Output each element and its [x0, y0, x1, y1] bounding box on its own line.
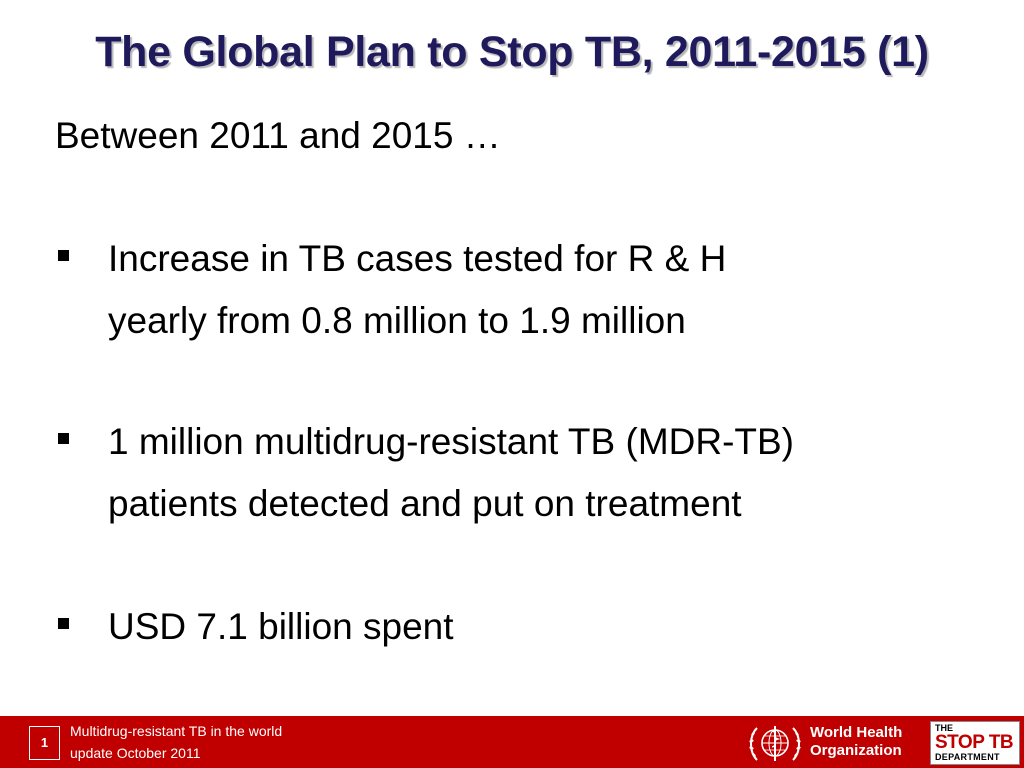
footer-source-title: Multidrug-resistant TB in the world: [70, 723, 283, 739]
intro-text: Between 2011 and 2015 …: [55, 115, 501, 156]
who-name: World Health Organization: [810, 724, 902, 760]
bullet-line: yearly from 0.8 million to 1.9 million: [108, 300, 686, 341]
stop-tb-department: DEPARTMENT: [935, 752, 1000, 762]
bullet-line: USD 7.1 billion spent: [108, 606, 454, 647]
bullet-line: patients detected and put on treatment: [108, 483, 742, 524]
bullet-line: 1 million multidrug-resistant TB (MDR-TB…: [108, 421, 794, 462]
list-item: Increase in TB cases tested for R & H ye…: [55, 228, 726, 352]
stop-tb-name: STOP TB: [935, 732, 1014, 753]
stop-tb-logo: THE STOP TB DEPARTMENT: [930, 721, 1020, 765]
list-item: 1 million multidrug-resistant TB (MDR-TB…: [55, 411, 794, 535]
list-item: USD 7.1 billion spent: [55, 596, 454, 658]
footer-update-date: update October 2011: [70, 745, 201, 761]
who-emblem-icon: [749, 726, 801, 761]
square-bullet-icon: [58, 250, 69, 261]
footer-bar: 1 Multidrug-resistant TB in the world up…: [0, 716, 1024, 768]
square-bullet-icon: [58, 618, 69, 629]
bullet-line: Increase in TB cases tested for R & H: [108, 238, 727, 279]
page-number: 1: [29, 726, 60, 760]
who-name-line2: Organization: [810, 742, 902, 759]
slide-title: The Global Plan to Stop TB, 2011-2015 (1…: [95, 28, 929, 76]
who-name-line1: World Health: [810, 724, 903, 741]
stop-tb-the: THE: [935, 723, 953, 733]
square-bullet-icon: [58, 433, 69, 444]
